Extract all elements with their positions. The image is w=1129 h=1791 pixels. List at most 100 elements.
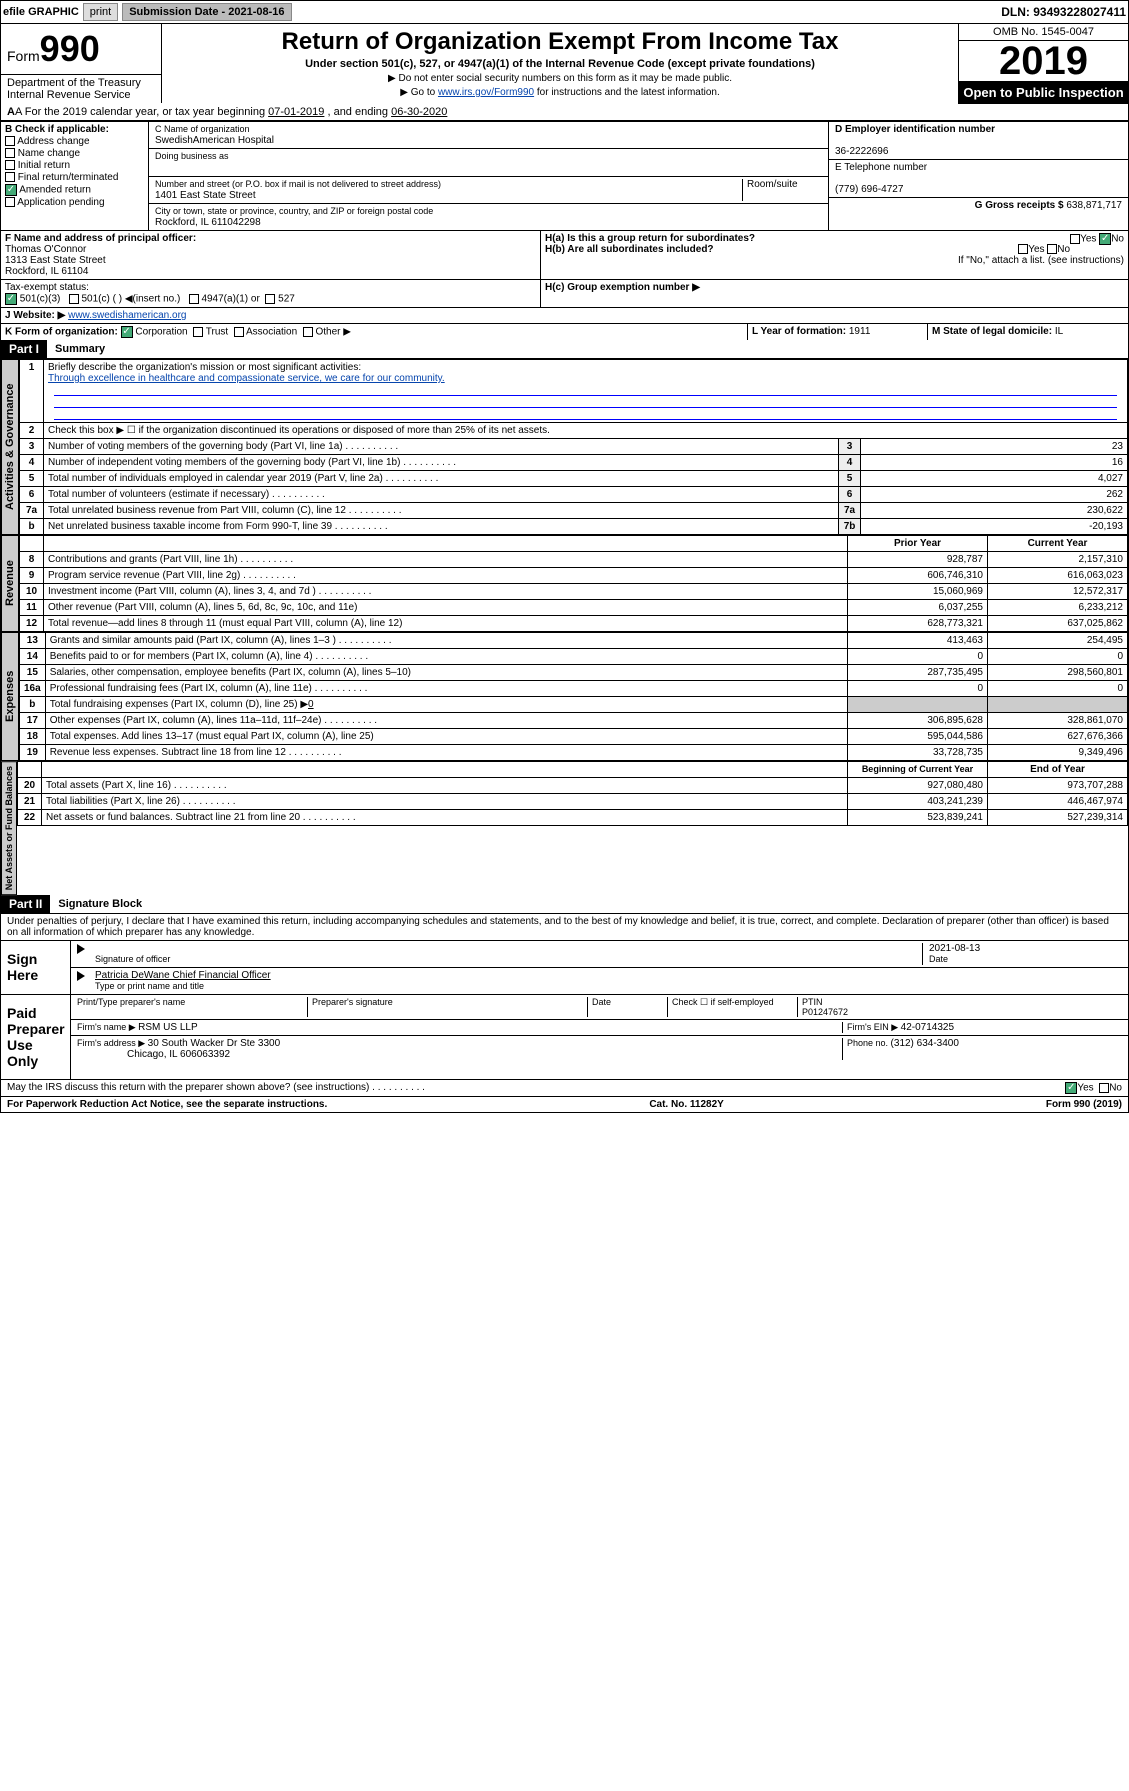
l8: Contributions and grants (Part VIII, lin… [44, 552, 848, 568]
sig-date: 2021-08-13 [929, 943, 980, 954]
te-label: Tax-exempt status: [5, 282, 89, 293]
te-501c: 501(c) ( ) ◀(insert no.) [81, 294, 180, 305]
v7b: -20,193 [861, 519, 1128, 535]
l15: Salaries, other compensation, employee b… [45, 665, 847, 681]
print-button[interactable]: print [83, 3, 118, 21]
cb-amended[interactable]: ✓ Amended return [5, 184, 144, 196]
period-begin: 07-01-2019 [268, 106, 324, 118]
p11: 6,037,255 [848, 600, 988, 616]
pen-icon-2 [77, 971, 85, 981]
firm-addr1: 30 South Wacker Dr Ste 3300 [148, 1038, 280, 1049]
k-assoc: Association [246, 327, 297, 338]
c22: 527,239,314 [988, 810, 1128, 826]
city: Rockford, IL 611042298 [155, 217, 261, 228]
ssn-note: ▶ Do not enter social security numbers o… [166, 73, 954, 84]
perjury: Under penalties of perjury, I declare th… [0, 914, 1129, 941]
l1: Briefly describe the organization's miss… [48, 362, 361, 373]
period-label: A For the 2019 calendar year, or tax yea… [15, 106, 268, 118]
form-number: Form990 [1, 24, 161, 74]
l21: Total liabilities (Part X, line 26) [42, 794, 848, 810]
irs-label: Internal Revenue Service [7, 89, 131, 101]
tab-revenue: Revenue [1, 535, 19, 632]
website-link[interactable]: www.swedishamerican.org [68, 310, 186, 321]
l9: Program service revenue (Part VIII, line… [44, 568, 848, 584]
p18: 595,044,586 [848, 729, 988, 745]
mission-link[interactable]: Through excellence in healthcare and com… [48, 373, 445, 384]
open-to-public: Open to Public Inspection [959, 81, 1128, 104]
phone: (779) 696-4727 [835, 184, 903, 195]
p15: 287,735,495 [848, 665, 988, 681]
dln: DLN: 93493228027411 [1001, 5, 1126, 19]
street-label: Number and street (or P.O. box if mail i… [155, 179, 441, 189]
c14: 0 [988, 649, 1128, 665]
self-emp: Check ☐ if self-employed [667, 997, 797, 1017]
p10: 15,060,969 [848, 584, 988, 600]
v5: 4,027 [861, 471, 1128, 487]
te-501c3: 501(c)(3) [20, 294, 61, 305]
cb-final[interactable]: Final return/terminated [5, 172, 144, 183]
p22: 523,839,241 [848, 810, 988, 826]
dba-label: Doing business as [155, 151, 229, 161]
l6: Total number of volunteers (estimate if … [44, 487, 839, 503]
p19: 33,728,735 [848, 745, 988, 761]
l5: Total number of individuals employed in … [44, 471, 839, 487]
k-other: Other ▶ [315, 327, 350, 338]
sig-date-label: Date [929, 954, 948, 964]
hdr-current: Current Year [988, 536, 1128, 552]
p17: 306,895,628 [848, 713, 988, 729]
cb-address[interactable]: Address change [5, 136, 144, 147]
l4: Number of independent voting members of … [44, 455, 839, 471]
p12: 628,773,321 [848, 616, 988, 632]
c12: 637,025,862 [988, 616, 1128, 632]
part1-title: Summary [47, 341, 113, 357]
firm-ein: 42-0714325 [901, 1022, 954, 1033]
k-corp: Corporation [135, 327, 187, 338]
v4: 16 [861, 455, 1128, 471]
firm-name: RSM US LLP [138, 1022, 197, 1033]
footer-right: Form 990 (2019) [1046, 1099, 1122, 1110]
d-label: D Employer identification number [835, 124, 995, 135]
k-trust: Trust [206, 327, 228, 338]
sign-here: Sign Here [1, 941, 71, 994]
c19: 9,349,496 [988, 745, 1128, 761]
l2: Check this box ▶ ☐ if the organization d… [44, 423, 1128, 439]
pen-icon [77, 944, 85, 954]
year-formation: 1911 [849, 326, 871, 337]
l7a: Total unrelated business revenue from Pa… [44, 503, 839, 519]
section-b: B Check if applicable: Address change Na… [1, 122, 149, 230]
l20: Total assets (Part X, line 16) [42, 778, 848, 794]
hdr-prior: Prior Year [848, 536, 988, 552]
org-name: SwedishAmerican Hospital [155, 135, 274, 146]
toolbar: efile GRAPHIC print Submission Date - 20… [0, 0, 1129, 24]
c8: 2,157,310 [988, 552, 1128, 568]
gross-receipts: 638,871,717 [1066, 200, 1122, 211]
footer-left: For Paperwork Reduction Act Notice, see … [7, 1099, 327, 1110]
h-b: H(b) Are all subordinates included? Yes … [545, 244, 1124, 255]
c21: 446,467,974 [988, 794, 1128, 810]
e-label: E Telephone number [835, 162, 927, 173]
v7a: 230,622 [861, 503, 1128, 519]
firm-phone: (312) 634-3400 [891, 1038, 959, 1049]
prep-sig-label: Preparer's signature [307, 997, 587, 1017]
efile-label: efile GRAPHIC [3, 6, 79, 18]
form990-link[interactable]: www.irs.gov/Form990 [438, 87, 534, 98]
tax-year: 2019 [959, 41, 1128, 81]
v3: 23 [861, 439, 1128, 455]
c11: 6,233,212 [988, 600, 1128, 616]
tab-netassets: Net Assets or Fund Balances [1, 761, 17, 895]
c18: 627,676,366 [988, 729, 1128, 745]
h-note: If "No," attach a list. (see instruction… [545, 255, 1124, 266]
te-4947: 4947(a)(1) or [201, 294, 259, 305]
cb-pending[interactable]: Application pending [5, 197, 144, 208]
v6: 262 [861, 487, 1128, 503]
cb-initial[interactable]: Initial return [5, 160, 144, 171]
c13: 254,495 [988, 633, 1128, 649]
dept-treasury: Department of the Treasury Internal Reve… [1, 74, 161, 103]
part2-badge: Part II [1, 895, 50, 913]
domicile: IL [1055, 326, 1063, 337]
prep-date-label: Date [587, 997, 667, 1017]
l13: Grants and similar amounts paid (Part IX… [45, 633, 847, 649]
c16b-shaded [988, 697, 1128, 713]
cb-name[interactable]: Name change [5, 148, 144, 159]
p8: 928,787 [848, 552, 988, 568]
